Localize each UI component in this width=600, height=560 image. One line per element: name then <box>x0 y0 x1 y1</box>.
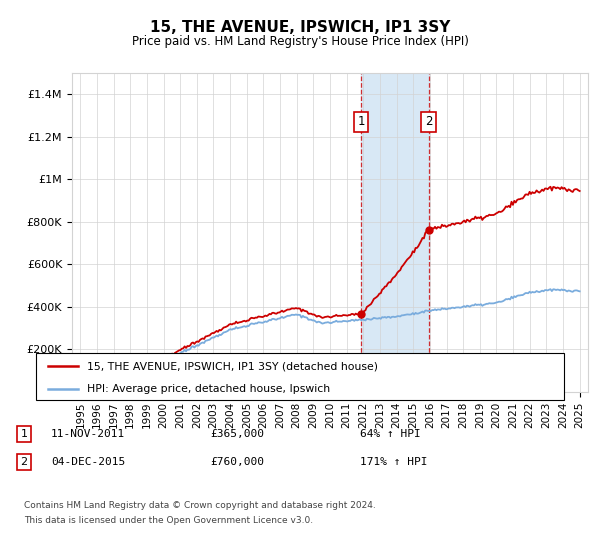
Text: Price paid vs. HM Land Registry's House Price Index (HPI): Price paid vs. HM Land Registry's House … <box>131 35 469 48</box>
Text: This data is licensed under the Open Government Licence v3.0.: This data is licensed under the Open Gov… <box>24 516 313 525</box>
Text: 64% ↑ HPI: 64% ↑ HPI <box>360 429 421 439</box>
Bar <box>361 73 428 392</box>
Text: 2: 2 <box>20 457 28 467</box>
Text: 15, THE AVENUE, IPSWICH, IP1 3SY: 15, THE AVENUE, IPSWICH, IP1 3SY <box>150 20 450 35</box>
Text: 15, THE AVENUE, IPSWICH, IP1 3SY (detached house): 15, THE AVENUE, IPSWICH, IP1 3SY (detach… <box>87 361 378 371</box>
Text: 1: 1 <box>20 429 28 439</box>
Text: 171% ↑ HPI: 171% ↑ HPI <box>360 457 427 467</box>
Text: 04-DEC-2015: 04-DEC-2015 <box>51 457 125 467</box>
Text: 11-NOV-2011: 11-NOV-2011 <box>51 429 125 439</box>
Text: 1: 1 <box>358 115 365 128</box>
Text: 2: 2 <box>425 115 432 128</box>
Text: £365,000: £365,000 <box>210 429 264 439</box>
Text: £760,000: £760,000 <box>210 457 264 467</box>
Text: HPI: Average price, detached house, Ipswich: HPI: Average price, detached house, Ipsw… <box>87 384 330 394</box>
Text: Contains HM Land Registry data © Crown copyright and database right 2024.: Contains HM Land Registry data © Crown c… <box>24 501 376 510</box>
